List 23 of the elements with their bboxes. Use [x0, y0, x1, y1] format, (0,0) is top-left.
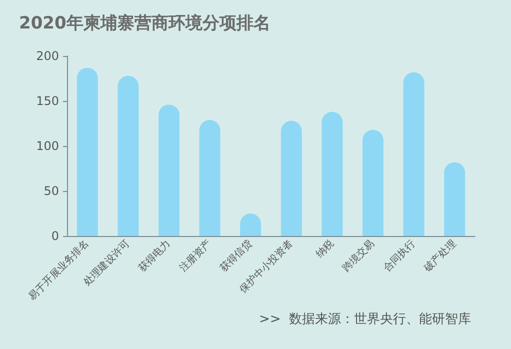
- y-tick-label: 50: [44, 184, 59, 198]
- y-tick-label: 150: [36, 94, 59, 108]
- y-tick-label: 0: [51, 229, 59, 243]
- bar: [322, 112, 343, 236]
- bar: [76, 68, 98, 236]
- x-tick-label: 破产处理: [421, 237, 458, 275]
- bar: [444, 162, 466, 236]
- x-tick-label: 合同执行: [380, 237, 418, 274]
- bar: [362, 130, 384, 236]
- y-tick-label: 200: [36, 49, 59, 63]
- x-tick-label: 纳税: [313, 237, 336, 260]
- text: >> 数据来源：世界央行、能研智库: [258, 312, 472, 327]
- x-tick-label: 获得电力: [136, 237, 173, 274]
- x-tick-label: 注册资产: [176, 237, 214, 274]
- x-tick-label: 跨境交易: [340, 237, 377, 274]
- x-tick-label: 获得信贷: [218, 237, 254, 274]
- y-tick-label: 100: [36, 139, 59, 153]
- bar: [158, 104, 180, 236]
- bar: [118, 76, 139, 236]
- bar: [199, 120, 220, 236]
- chart-title: 2020年柬埔寨营商环境分项排名: [19, 14, 270, 34]
- bar: [280, 120, 302, 236]
- bar: [403, 72, 424, 236]
